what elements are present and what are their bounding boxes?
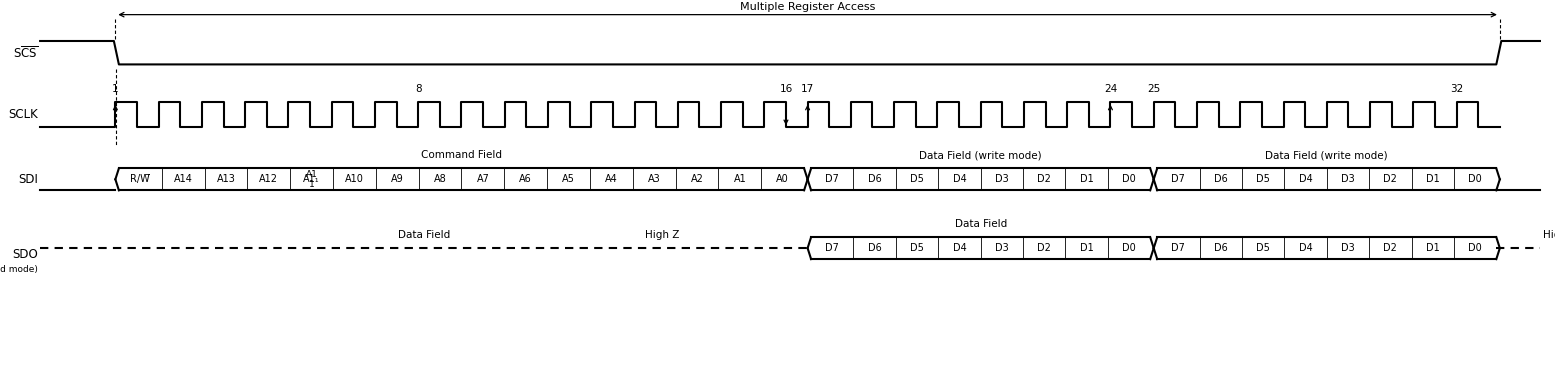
Text: Data Field: Data Field [398,230,449,240]
Text: A5: A5 [561,174,575,184]
Text: D2: D2 [1384,243,1398,253]
Text: A6: A6 [519,174,532,184]
Text: D3: D3 [995,243,1009,253]
Text: D5: D5 [910,243,924,253]
Text: D7: D7 [826,243,840,253]
Text: D6: D6 [868,243,882,253]
Text: A9: A9 [390,174,404,184]
Text: D7: D7 [826,174,840,184]
Text: A3: A3 [648,174,661,184]
Text: Multiple Register Access: Multiple Register Access [740,3,875,12]
Text: D5: D5 [1256,174,1270,184]
Text: Data Field (write mode): Data Field (write mode) [1266,150,1389,160]
Text: D6: D6 [868,174,882,184]
Text: (read mode): (read mode) [0,265,39,274]
Text: D2: D2 [1037,174,1051,184]
Text: D4: D4 [1298,243,1312,253]
Text: D1: D1 [1426,174,1440,184]
Text: High Z: High Z [1543,230,1555,240]
Text: A1: A1 [306,170,317,179]
Text: D4: D4 [953,174,966,184]
Text: SCLK: SCLK [8,108,39,122]
Text: D7: D7 [1171,243,1185,253]
Text: Data Field: Data Field [955,219,1006,229]
Text: D3: D3 [995,174,1009,184]
Text: 24: 24 [1104,85,1116,94]
Text: D5: D5 [910,174,924,184]
Text: D1: D1 [1079,243,1093,253]
Text: Data Field (write mode): Data Field (write mode) [919,150,1042,160]
Text: 25: 25 [1148,85,1160,94]
Text: D3: D3 [1340,174,1354,184]
Text: 1: 1 [309,180,314,189]
Text: 16: 16 [779,85,793,94]
Text: D6: D6 [1214,174,1228,184]
Text: D0: D0 [1468,174,1482,184]
Text: D5: D5 [1256,243,1270,253]
Text: A12: A12 [260,174,278,184]
Text: SDO: SDO [12,248,39,261]
Text: A4: A4 [605,174,617,184]
Text: D0: D0 [1123,174,1135,184]
Text: A10: A10 [345,174,364,184]
Text: D1: D1 [1426,243,1440,253]
Text: Command Field: Command Field [421,150,502,160]
Text: D1: D1 [1079,174,1093,184]
Text: A0: A0 [776,174,788,184]
Text: SDI: SDI [19,173,39,186]
Text: A7: A7 [476,174,490,184]
Text: D2: D2 [1037,243,1051,253]
Text: A1₁: A1₁ [303,174,320,184]
Text: A2: A2 [690,174,703,184]
Text: D0: D0 [1468,243,1482,253]
Text: A13: A13 [216,174,235,184]
Text: D3: D3 [1340,243,1354,253]
Text: D6: D6 [1214,243,1228,253]
Text: 32: 32 [1449,85,1463,94]
Text: 1: 1 [112,85,118,94]
Text: A1: A1 [734,174,746,184]
Text: D4: D4 [1298,174,1312,184]
Text: 17: 17 [801,85,815,94]
Text: R/W̅: R/W̅ [131,174,151,184]
Text: 8: 8 [415,85,421,94]
Text: D2: D2 [1384,174,1398,184]
Text: D0: D0 [1123,243,1135,253]
Text: A14: A14 [174,174,193,184]
Text: D7: D7 [1171,174,1185,184]
Text: D4: D4 [953,243,966,253]
Text: High Z: High Z [645,230,680,240]
Text: A8: A8 [434,174,446,184]
Text: $\mathrm{S\overline{CS}}$: $\mathrm{S\overline{CS}}$ [12,45,39,61]
